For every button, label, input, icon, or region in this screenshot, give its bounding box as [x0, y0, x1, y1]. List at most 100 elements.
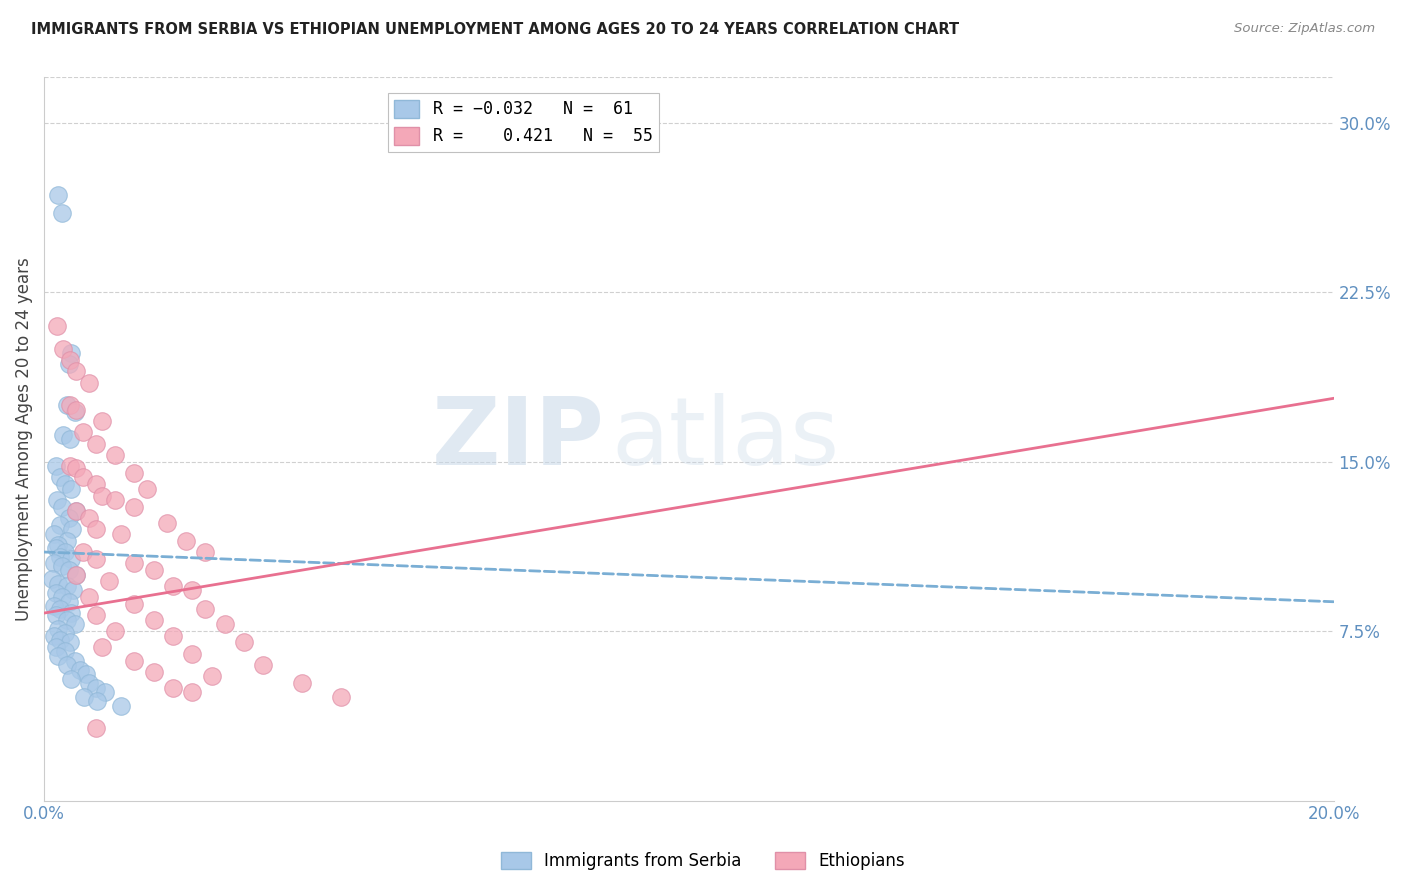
Point: [65, 504, 87, 518]
Point: [52, 342, 75, 356]
Point: [59, 432, 82, 446]
Point: [84, 721, 107, 735]
Point: [46, 188, 69, 202]
Point: [72, 425, 94, 440]
Point: [110, 527, 132, 541]
Point: [60, 523, 83, 537]
Point: [233, 635, 256, 649]
Point: [49, 517, 72, 532]
Point: [142, 563, 165, 577]
Text: atlas: atlas: [612, 393, 839, 485]
Point: [65, 567, 87, 582]
Point: [77, 591, 100, 605]
Point: [65, 402, 87, 417]
Point: [58, 595, 80, 609]
Point: [58, 358, 80, 372]
Point: [55, 613, 77, 627]
Point: [124, 557, 146, 571]
Point: [46, 493, 69, 508]
Point: [51, 500, 73, 514]
Point: [60, 551, 83, 566]
Point: [124, 597, 146, 611]
Point: [53, 545, 76, 559]
Point: [181, 583, 204, 598]
Point: [181, 685, 204, 699]
Point: [104, 624, 127, 639]
Point: [59, 398, 82, 412]
Point: [84, 523, 107, 537]
Point: [162, 681, 184, 695]
Point: [53, 644, 76, 658]
Point: [124, 500, 146, 514]
Point: [75, 667, 97, 681]
Point: [51, 558, 73, 573]
Point: [214, 617, 236, 632]
Point: [60, 346, 83, 360]
Point: [72, 545, 94, 559]
Point: [51, 591, 73, 605]
Point: [136, 482, 159, 496]
Point: [104, 448, 127, 462]
Point: [77, 676, 100, 690]
Point: [86, 694, 108, 708]
Point: [142, 665, 165, 679]
Point: [60, 482, 83, 496]
Point: [63, 405, 86, 419]
Point: [91, 640, 114, 654]
Point: [58, 563, 80, 577]
Point: [84, 436, 107, 450]
Point: [42, 629, 65, 643]
Point: [124, 466, 146, 480]
Point: [65, 504, 87, 518]
Point: [52, 427, 75, 442]
Point: [45, 459, 67, 474]
Text: IMMIGRANTS FROM SERBIA VS ETHIOPIAN UNEMPLOYMENT AMONG AGES 20 TO 24 YEARS CORRE: IMMIGRANTS FROM SERBIA VS ETHIOPIAN UNEM…: [31, 22, 959, 37]
Point: [194, 601, 217, 615]
Point: [62, 583, 84, 598]
Point: [65, 461, 87, 475]
Point: [252, 658, 274, 673]
Point: [55, 658, 77, 673]
Text: Source: ZipAtlas.com: Source: ZipAtlas.com: [1234, 22, 1375, 36]
Point: [291, 676, 314, 690]
Point: [194, 545, 217, 559]
Point: [49, 549, 72, 564]
Point: [46, 576, 69, 591]
Point: [72, 470, 94, 484]
Point: [155, 516, 177, 530]
Point: [59, 635, 82, 649]
Point: [60, 672, 83, 686]
Point: [46, 622, 69, 636]
Text: ZIP: ZIP: [432, 393, 605, 485]
Point: [58, 511, 80, 525]
Point: [65, 567, 87, 582]
Point: [45, 585, 67, 599]
Point: [110, 698, 132, 713]
Point: [42, 557, 65, 571]
Point: [45, 640, 67, 654]
Point: [181, 647, 204, 661]
Legend: Immigrants from Serbia, Ethiopians: Immigrants from Serbia, Ethiopians: [495, 845, 911, 877]
Point: [91, 414, 114, 428]
Point: [77, 511, 100, 525]
Point: [201, 669, 224, 683]
Point: [84, 551, 107, 566]
Point: [46, 648, 69, 663]
Point: [63, 653, 86, 667]
Point: [55, 398, 77, 412]
Point: [60, 606, 83, 620]
Point: [49, 601, 72, 615]
Point: [41, 572, 63, 586]
Point: [124, 653, 146, 667]
Point: [329, 690, 352, 704]
Point: [42, 527, 65, 541]
Point: [94, 685, 117, 699]
Point: [46, 319, 69, 334]
Point: [51, 206, 73, 220]
Point: [69, 663, 91, 677]
Point: [91, 489, 114, 503]
Point: [162, 579, 184, 593]
Point: [49, 470, 72, 484]
Point: [104, 493, 127, 508]
Point: [162, 629, 184, 643]
